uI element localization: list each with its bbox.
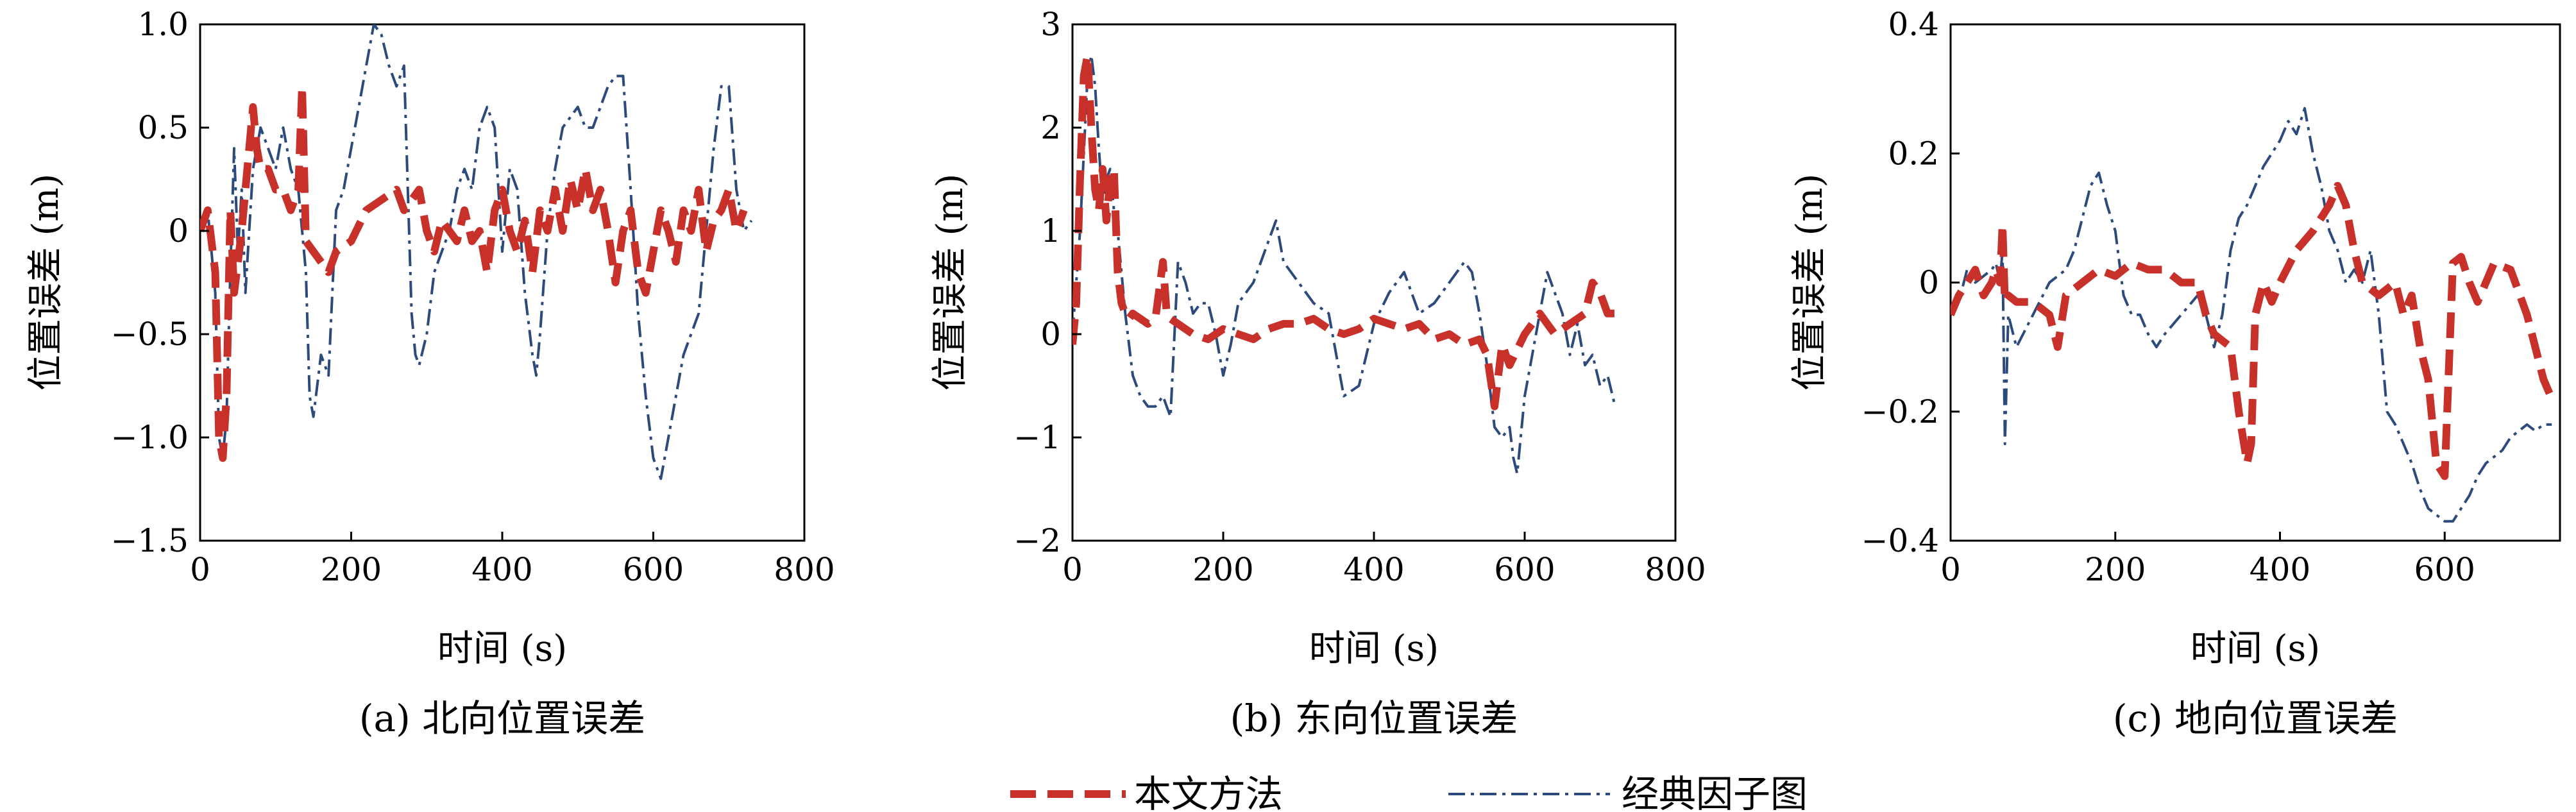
panel-c: 0 200 400 600 −0.4 −0.2 0 0.2 0.4 时间 (s) 位置误差 (m…: [1789, 6, 2561, 740]
panel-a-xtick-label: 200: [321, 551, 382, 588]
panel-a-plot: 0 200 400 600 800 −1.5 −1.0 −0.5 0 0.5 1.0: [111, 6, 835, 588]
panel-c-caption: (c) 地向位置误差: [2113, 697, 2398, 740]
panel-a-ytick-label: −0.5: [111, 316, 189, 353]
panel-c-xtick-label: 600: [2414, 551, 2475, 588]
panel-b-series-ours: [1072, 51, 1615, 410]
legend: 本文方法 经典因子图: [1010, 772, 1808, 812]
panel-c-series-classic: [1951, 106, 2552, 523]
panel-b-xlabel: 时间 (s): [1309, 628, 1439, 670]
panel-a-series-classic: [200, 24, 753, 480]
panel-a-frame: [199, 23, 806, 542]
panel-a: 0 200 400 600 800−1.5−1.0−0.500.51.0 时间 (s) …: [25, 6, 835, 740]
legend-label-classic: 经典因子图: [1622, 772, 1808, 812]
legend-label-ours: 本文方法: [1134, 772, 1283, 812]
panel-a-xlabel: 时间 (s): [437, 628, 567, 670]
panel-c-plot: 0 200 400 600 −0.4 −0.2 0 0.2 0.4: [1861, 6, 2555, 588]
panel-a-ytick-label: 0: [168, 212, 189, 250]
panel-a-caption: (a) 北向位置误差: [359, 697, 645, 740]
panel-b-frame: [1071, 23, 1677, 542]
panel-c-xtick-label: 400: [2250, 551, 2310, 588]
panel-c-ytick-label: −0.2: [1861, 393, 1939, 430]
panel-b-ylabel: 位置误差 (m): [929, 174, 971, 391]
panel-c-ytick-label: 0.4: [1888, 6, 1939, 43]
panel-c-xtick-label: 0: [1940, 551, 1961, 588]
panel-a-ytick-label: −1.0: [111, 419, 189, 456]
panel-b-caption: (b) 东向位置误差: [1230, 697, 1518, 740]
panel-a-xtick-label: 800: [774, 551, 835, 588]
panel-b-xtick-label: 200: [1192, 551, 1253, 588]
panel-b-xtick-label: 800: [1645, 551, 1706, 588]
panel-a-ylabel: 位置误差 (m): [25, 174, 67, 391]
panel-b-ytick-label: −1: [1013, 419, 1061, 456]
panel-c-ytick-label: 0.2: [1888, 135, 1939, 172]
panel-b-xtick-label: 0: [1062, 551, 1083, 588]
panel-c-xtick-label: 200: [2085, 551, 2146, 588]
panel-a-ytick-label: 0.5: [137, 109, 189, 146]
panel-c-series-ours: [1951, 182, 2555, 480]
panel-b-ytick-label: 2: [1040, 109, 1061, 146]
panel-c-ylabel: 位置误差 (m): [1789, 174, 1831, 391]
panel-a-series-ours: [200, 82, 748, 462]
panel-b-xtick-label: 400: [1343, 551, 1404, 588]
panel-b-ytick-label: 0: [1040, 316, 1061, 353]
panel-b-ytick-label: 3: [1040, 6, 1061, 43]
panel-b-plot: 0 200 400 600 800 −2 −1 0 1 2 3: [1013, 6, 1706, 588]
panel-b: 0 200 400 600 800 −2 −1 0 1 2 3 时间 (s) 位置误差 (m) (b…: [929, 6, 1706, 740]
panel-b-xtick-label: 600: [1494, 551, 1555, 588]
panel-b-series-classic: [1072, 54, 1616, 475]
panel-c-ytick-label: −0.4: [1861, 522, 1939, 559]
panel-a-xtick-label: 600: [623, 551, 684, 588]
panel-a-ytick-label: −1.5: [111, 522, 189, 559]
panel-b-ytick-label: 1: [1040, 212, 1061, 250]
panel-c-xlabel: 时间 (s): [2190, 628, 2320, 670]
panel-b-ytick-label: −2: [1013, 522, 1061, 559]
panel-a-xtick-label: 400: [471, 551, 532, 588]
panel-a-ytick-label: 1.0: [137, 6, 189, 43]
panel-a-xtick-label: 0: [190, 551, 210, 588]
panel-c-ytick-label: 0: [1919, 264, 1939, 301]
